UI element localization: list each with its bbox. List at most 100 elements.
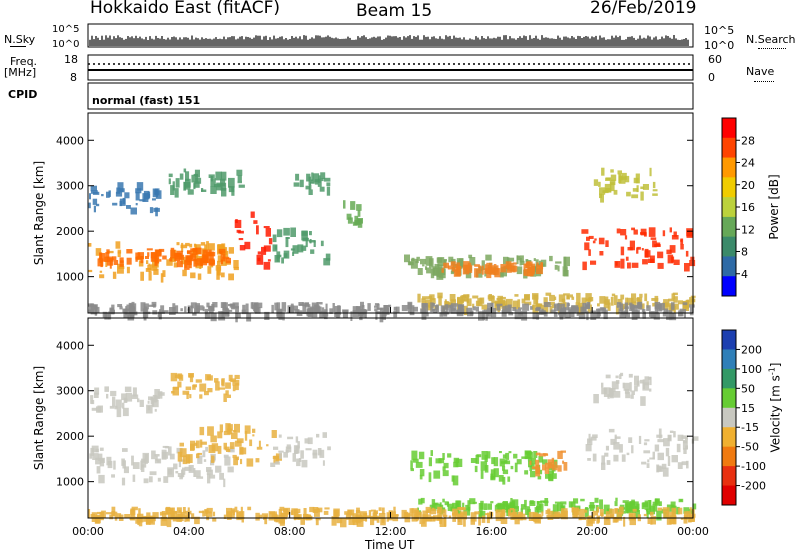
velocity-cell <box>144 454 148 464</box>
power-cell <box>241 309 249 315</box>
power-cell <box>590 260 597 265</box>
power-cell <box>326 182 331 187</box>
power-cell <box>128 307 136 316</box>
velocity-cell <box>490 501 494 504</box>
velocity-cell <box>154 458 162 464</box>
power-cell <box>138 260 144 267</box>
velocity-cell <box>507 476 511 482</box>
nsky-bottom: 10^0 <box>52 39 80 50</box>
power-cell <box>295 173 300 181</box>
velocity-cell <box>296 458 301 467</box>
velocity-cell <box>215 465 222 473</box>
power-cell <box>352 306 359 314</box>
power-cell <box>593 179 599 186</box>
velocity-cell <box>636 380 640 387</box>
velocity-cell <box>520 508 523 515</box>
colorbar-tick-label: 12 <box>741 223 755 236</box>
power-cell <box>388 304 392 308</box>
velocity-cell <box>609 388 616 392</box>
power-cell <box>421 310 427 320</box>
power-cell <box>516 266 523 275</box>
velocity-cell <box>217 445 222 454</box>
power-cell <box>625 297 629 306</box>
velocity-cell <box>561 508 568 517</box>
velocity-cell <box>467 507 471 512</box>
power-cell <box>319 186 325 192</box>
velocity-cell <box>147 405 151 411</box>
velocity-cell <box>594 497 599 503</box>
velocity-cell <box>278 450 284 453</box>
power-cell <box>220 182 227 191</box>
power-cell <box>611 293 616 297</box>
power-cell <box>101 194 104 197</box>
velocity-cell <box>285 446 292 453</box>
power-cell <box>536 262 539 266</box>
power-cell <box>673 296 678 303</box>
velocity-cell <box>452 475 459 486</box>
velocity-cell <box>157 391 163 399</box>
velocity-cell <box>278 508 282 517</box>
velocity-cell <box>603 504 610 515</box>
velocity-cell <box>198 510 205 514</box>
power-cell <box>208 305 214 313</box>
power-cell <box>257 251 262 255</box>
power-cell <box>557 303 561 310</box>
power-cell <box>175 305 179 313</box>
power-cell <box>624 306 629 309</box>
velocity-cell <box>585 444 592 452</box>
velocity-cell <box>123 466 129 474</box>
velocity-cell <box>186 516 189 521</box>
velocity-cell <box>536 465 540 474</box>
power-cell <box>678 300 683 305</box>
power-cell <box>329 308 333 314</box>
power-cell <box>208 258 215 266</box>
power-cell <box>154 249 162 257</box>
power-cell <box>426 267 432 274</box>
power-cell <box>292 245 299 254</box>
velocity-cell <box>547 459 555 469</box>
power-cell <box>668 298 675 302</box>
y-tick-label: 1000 <box>56 476 84 489</box>
velocity-cell <box>689 507 692 511</box>
power-cell <box>581 229 589 234</box>
velocity-cell <box>223 454 229 458</box>
power-cell <box>549 301 555 306</box>
power-cell <box>361 305 365 315</box>
power-cell <box>190 272 196 279</box>
velocity-cell <box>121 477 126 486</box>
power-cell <box>530 306 533 310</box>
power-cell <box>484 264 487 272</box>
velocity-cell <box>270 462 276 467</box>
power-cell <box>627 247 633 251</box>
velocity-cell <box>578 508 585 518</box>
power-cell <box>95 305 98 315</box>
velocity-cell <box>348 516 355 525</box>
power-cell <box>256 225 259 235</box>
power-cell <box>194 169 200 178</box>
velocity-cell <box>494 505 499 512</box>
velocity-cell <box>309 506 315 513</box>
velocity-cell <box>194 442 198 446</box>
power-cell <box>135 188 142 194</box>
velocity-cell <box>548 473 554 482</box>
velocity-cell <box>579 517 586 520</box>
velocity-cell <box>197 452 202 455</box>
velocity-cell <box>592 510 599 516</box>
power-cell <box>569 294 573 298</box>
power-cell <box>135 203 138 206</box>
velocity-cell <box>436 509 441 514</box>
velocity-cell <box>530 458 536 465</box>
velocity-cell <box>415 461 423 468</box>
power-cell <box>678 312 684 317</box>
colorbar-swatch <box>722 256 736 277</box>
velocity-cell <box>540 500 546 503</box>
power-cell <box>620 294 625 300</box>
velocity-cell <box>442 514 448 517</box>
power-cell <box>426 312 429 317</box>
velocity-cell <box>499 458 505 467</box>
velocity-cell <box>480 461 488 471</box>
velocity-cell <box>279 452 282 459</box>
velocity-cbar-label: Velocity [m s-1] <box>768 348 783 468</box>
velocity-cell <box>507 503 513 507</box>
velocity-cell <box>226 449 231 452</box>
